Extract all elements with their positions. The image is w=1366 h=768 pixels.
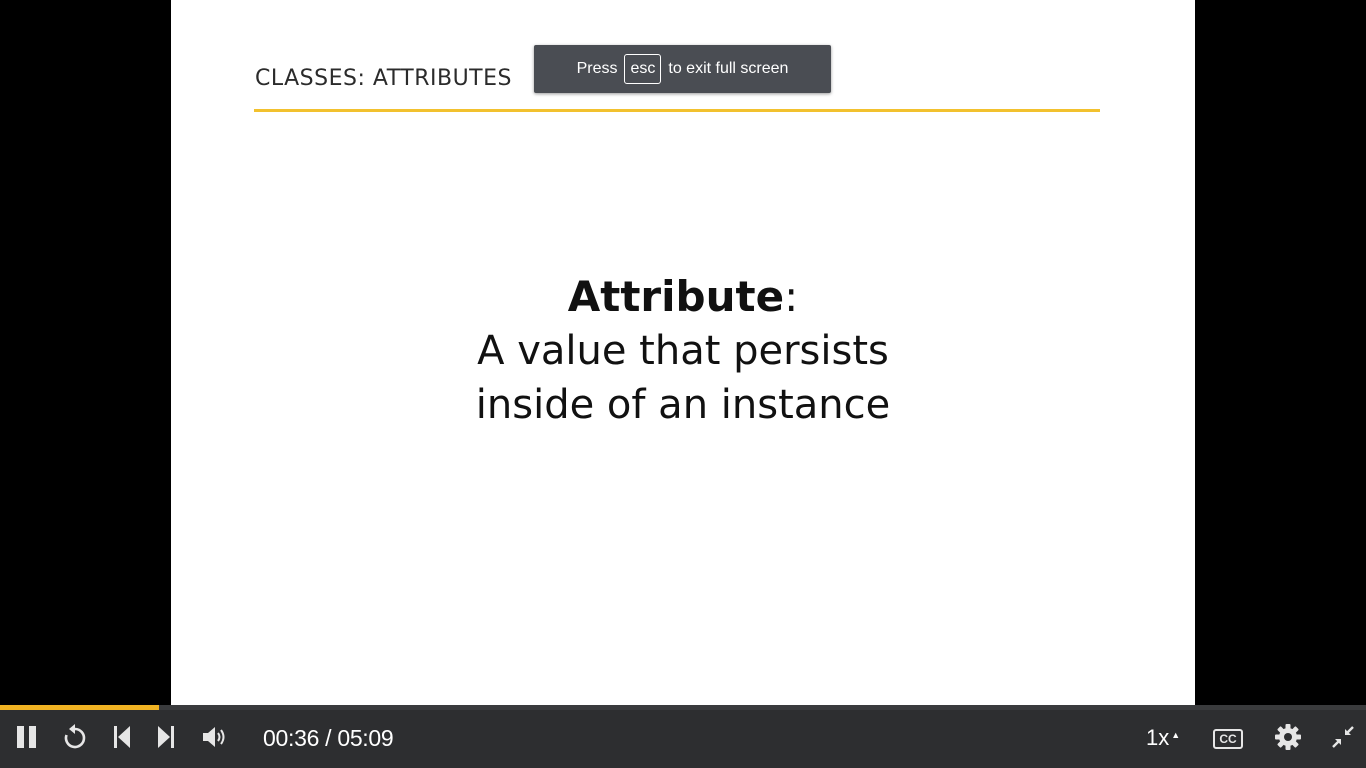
previous-button[interactable] (107, 724, 137, 754)
pause-icon (14, 724, 40, 755)
slide: CLASSES: ATTRIBUTES Attribute: A value t… (171, 0, 1195, 706)
slide-title: CLASSES: ATTRIBUTES (255, 66, 512, 91)
slide-body: Attribute: A value that persists inside … (171, 270, 1195, 432)
slide-title-underline (254, 109, 1100, 112)
definition-line-2: inside of an instance (475, 382, 891, 428)
toast-esc-key: esc (624, 54, 662, 84)
progress-fill (0, 705, 160, 710)
replay-icon (62, 723, 88, 755)
next-icon (153, 724, 179, 755)
time-display: 00:36 / 05:09 (263, 725, 394, 751)
closed-captions-button[interactable]: CC (1213, 729, 1243, 749)
playback-speed-button[interactable]: 1x ▲ (1146, 724, 1180, 752)
player-controls: 00:36 / 05:09 1x ▲ CC (0, 710, 1366, 768)
term-line: Attribute: (171, 270, 1195, 324)
fullscreen-toast: Press esc to exit full screen (534, 45, 831, 93)
pause-button[interactable] (12, 724, 42, 754)
toast-prefix: Press (576, 60, 618, 77)
previous-icon (109, 724, 135, 755)
next-button[interactable] (151, 724, 181, 754)
term: Attribute (567, 272, 785, 321)
video-stage[interactable]: CLASSES: ATTRIBUTES Attribute: A value t… (0, 0, 1366, 706)
settings-gear-icon (1274, 723, 1302, 756)
chevron-up-icon: ▲ (1171, 730, 1181, 740)
exit-fullscreen-icon (1331, 725, 1355, 754)
term-colon: : (784, 272, 799, 321)
definition-line-1: A value that persists (477, 328, 889, 374)
toast-suffix: to exit full screen (668, 60, 789, 77)
volume-button[interactable] (200, 724, 230, 754)
replay-button[interactable] (60, 723, 90, 755)
settings-button[interactable] (1273, 723, 1303, 756)
speed-label: 1x (1146, 725, 1170, 750)
exit-fullscreen-button[interactable] (1328, 724, 1358, 754)
progress-bar[interactable] (0, 705, 1366, 710)
volume-icon (201, 724, 229, 755)
